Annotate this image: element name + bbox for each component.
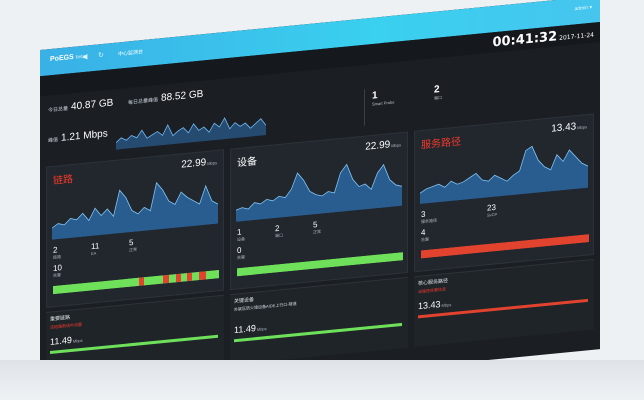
chart-area <box>52 182 218 240</box>
sub-link[interactable]: 该路径告警信息 <box>418 286 446 295</box>
chart-area <box>236 164 402 222</box>
sub-panel-1[interactable]: 关键设备 外联区防火墙设备AIDE上行口-隧道 11.49Mbps <box>230 276 408 365</box>
panel-speed: 22.99Mbps <box>181 157 217 171</box>
alarm-count[interactable]: 10 告警 <box>53 263 62 279</box>
sparkline-area <box>116 117 266 150</box>
sub-panel-2[interactable]: 核心服务路径 该路径告警信息 13.43Mbps <box>414 258 594 348</box>
stat-item[interactable]: 1 设备 <box>237 227 245 242</box>
summary-header: 今日总量 40.87 GB 每日总量峰值 88.52 GB 峰值 1.21 Mbps … <box>46 47 594 163</box>
chart-area <box>420 146 588 205</box>
panel-speed: 22.99Mbps <box>365 139 401 153</box>
summary-sparkline <box>116 117 266 150</box>
sparkline-line <box>116 117 266 143</box>
panel-1[interactable]: 设备 22.99Mbps 1 设备 2 端口 5 正常 0 告警 <box>230 131 408 291</box>
total-traffic: 今日总量 40.87 GB <box>48 97 114 114</box>
panel-title: 设备 <box>237 156 257 170</box>
sub-title: 重要链路 <box>50 314 71 323</box>
status-segment <box>53 277 140 295</box>
panel-title: 服务路径 <box>421 136 461 152</box>
alarm-count[interactable]: 4 告警 <box>421 227 429 243</box>
panel-speed: 13.43Mbps <box>551 121 587 135</box>
alarm-count[interactable]: 0 告警 <box>237 245 245 261</box>
stat-item[interactable]: 23 SvCP <box>487 202 498 218</box>
stat-item[interactable]: 2 端口 <box>275 223 283 239</box>
chart-line <box>420 145 588 194</box>
stat-item[interactable]: 3 服务路径 <box>421 209 437 225</box>
panel-0[interactable]: 链路 22.99Mbps 2 链路 11 EA 5 正常 10 告警 <box>46 149 224 308</box>
status-segment <box>169 274 176 283</box>
chart-line <box>236 163 402 211</box>
refresh-icon[interactable]: ↻ <box>98 51 104 60</box>
app-logo: PoEGS beta <box>50 53 86 64</box>
sub-title: 关键设备 <box>234 296 255 305</box>
sub-link[interactable]: 该链路断线中流量 <box>50 321 82 330</box>
status-bar <box>237 252 403 277</box>
sub-value: 11.49Mbps <box>234 322 267 336</box>
peak-rate: 峰值 1.21 Mbps <box>48 128 108 145</box>
status-segment <box>192 271 199 281</box>
chart-line <box>52 181 218 229</box>
probe-count: 1 Smart Probe <box>372 89 395 107</box>
floor-reflection <box>0 360 644 400</box>
traffic-chart <box>420 145 588 205</box>
traffic-chart <box>236 163 402 222</box>
traffic-chart <box>52 181 218 240</box>
stat-item[interactable]: 5 正常 <box>313 220 321 235</box>
status-segment <box>421 234 589 259</box>
status-bar <box>421 234 589 259</box>
panel-grid: 链路 22.99Mbps 2 链路 11 EA 5 正常 10 告警重要链路 该链路断线中流量 11.… <box>40 0 600 383</box>
port-count: 2 端口 <box>434 83 442 101</box>
status-segment <box>180 273 188 282</box>
panel-title: 链路 <box>53 174 73 188</box>
panel-2[interactable]: 服务路径 13.43Mbps 3 服务路径 23 SvCP 4 告警 <box>414 113 594 273</box>
sub-value: 11.49Mbps <box>50 334 83 347</box>
stat-item[interactable]: 5 正常 <box>129 237 137 253</box>
status-bar <box>53 269 219 295</box>
status-segment <box>144 275 163 286</box>
status-segment <box>237 252 403 277</box>
user-menu[interactable]: admin ▾ <box>574 4 592 13</box>
sub-value: 13.43Mbps <box>418 298 452 312</box>
status-segment <box>205 270 219 280</box>
back-icon[interactable]: ◀ <box>82 53 88 62</box>
status-segment <box>162 274 170 284</box>
dashboard-screen: PoEGS beta ◀ ↻ 中心监测台 admin ▾ 00:41:32 2017… <box>40 0 600 400</box>
stat-item[interactable]: 2 链路 <box>53 245 61 260</box>
status-segment <box>198 271 206 281</box>
divider <box>364 89 365 126</box>
peak-traffic: 每日总量峰值 88.52 GB <box>128 88 204 107</box>
tab-monitor[interactable]: 中心监测台 <box>118 49 144 58</box>
stat-item[interactable]: 11 EA <box>91 241 100 257</box>
